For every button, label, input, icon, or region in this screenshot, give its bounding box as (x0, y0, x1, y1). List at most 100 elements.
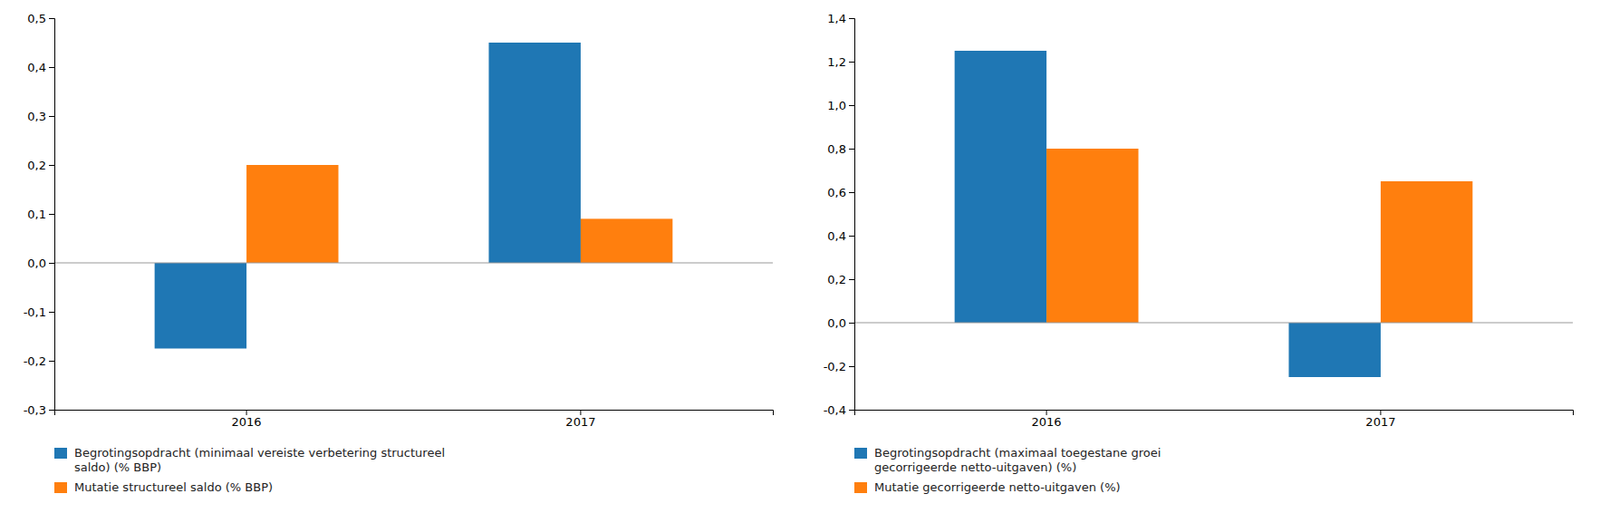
legend-swatch (854, 447, 868, 459)
bar (1288, 322, 1380, 377)
y-tick-label: 0,8 (827, 142, 847, 156)
x-tick: 2016 (231, 409, 262, 429)
y-tick-label: 0,2 (827, 272, 847, 287)
x-tick: 2017 (565, 409, 596, 429)
y-tick: -0,2 (23, 354, 55, 368)
legend-swatch (54, 481, 68, 493)
y-tick-mark (848, 18, 855, 20)
y-tick: 0,5 (27, 11, 55, 26)
x-axis-line (855, 410, 1574, 416)
legend: Begrotingsopdracht (maximaal toegestane … (854, 445, 1161, 494)
y-tick: 0,3 (27, 109, 55, 124)
y-tick-label: 1,4 (827, 11, 847, 26)
y-tick-mark (48, 409, 55, 411)
y-tick-label: -0,2 (823, 359, 847, 374)
y-tick-label: 0,6 (827, 185, 847, 200)
y-tick-label: 1,2 (827, 55, 847, 69)
x-tick-mark (579, 409, 581, 415)
y-tick: 0,6 (827, 185, 855, 200)
y-tick: -0,3 (23, 403, 55, 417)
y-tick-mark (848, 322, 855, 324)
y-tick: 0,2 (27, 158, 55, 173)
y-tick: -0,2 (823, 359, 855, 374)
bar (954, 50, 1047, 323)
x-tick-mark (1046, 409, 1048, 415)
legend: Begrotingsopdracht (minimaal vereiste ve… (54, 445, 445, 494)
bar (488, 42, 580, 263)
bar (1046, 148, 1138, 323)
x-tick-label: 2016 (1031, 414, 1062, 429)
legend-item: Mutatie gecorrigeerde netto-uitgaven (%) (854, 480, 1121, 494)
legend-swatch (854, 481, 868, 493)
y-tick-mark (48, 67, 55, 68)
y-axis: -0,4 -0,2 0,0 0,2 0,4 0,6 0,8 1,0 1,2 1,4 (823, 11, 856, 417)
y-tick-label: 0,0 (827, 316, 847, 330)
bar (246, 164, 338, 263)
legend-label: Mutatie structureel saldo (% BBP) (74, 480, 273, 494)
legend-label-line: Mutatie structureel saldo (% BBP) (74, 480, 273, 494)
y-tick: 0,0 (27, 256, 55, 270)
legend-label: Begrotingsopdracht (minimaal vereiste ve… (74, 445, 445, 474)
bar (1380, 181, 1473, 323)
y-tick-mark (848, 192, 855, 193)
zero-line (54, 262, 773, 264)
y-tick: -0,1 (23, 305, 55, 319)
y-tick-mark (848, 279, 855, 280)
legend-label-line: Begrotingsopdracht (minimaal vereiste ve… (74, 445, 445, 460)
x-tick-label: 2017 (1365, 414, 1396, 429)
y-tick: 0,8 (827, 142, 855, 156)
y-tick-mark (848, 105, 855, 107)
y-tick: 1,0 (827, 98, 855, 113)
y-tick-mark (848, 366, 855, 367)
y-tick-mark (848, 61, 855, 63)
bar (154, 262, 247, 349)
y-tick: 0,2 (827, 272, 855, 287)
y-tick: 0,4 (827, 229, 855, 243)
x-tick: 2016 (1031, 409, 1062, 429)
y-tick-mark (48, 262, 55, 264)
legend-label-line: gecorrigeerde netto-uitgaven) (%) (874, 460, 1077, 474)
y-tick-label: -0,4 (823, 403, 847, 417)
y-tick-label: -0,1 (23, 305, 47, 319)
y-tick-label: 1,0 (827, 98, 847, 113)
legend-label-line: saldo) (% BBP) (74, 460, 162, 474)
y-tick: 0,1 (27, 207, 55, 222)
bars (954, 50, 1474, 377)
x-tick-mark (246, 409, 248, 415)
y-tick-mark (48, 360, 55, 362)
y-axis-line (848, 19, 856, 411)
y-tick-label: 0,5 (27, 11, 47, 26)
legend-label: Mutatie gecorrigeerde netto-uitgaven (%) (874, 480, 1121, 494)
legend-swatch (54, 447, 68, 459)
y-tick-label: 0,4 (27, 60, 47, 75)
y-tick-mark (48, 164, 55, 166)
y-tick: 1,4 (827, 11, 855, 26)
legend-item: Mutatie structureel saldo (% BBP) (54, 480, 273, 494)
y-tick: 0,4 (27, 60, 55, 75)
legend-label-line: Mutatie gecorrigeerde netto-uitgaven (%) (874, 480, 1121, 494)
panel: -0,4 -0,2 0,0 0,2 0,4 0,6 0,8 1,0 1,2 1,4 2016 2017… (823, 11, 1574, 494)
y-tick-mark (48, 311, 55, 313)
panel: -0,3 -0,2 -0,1 0,0 0,1 0,2 0,3 0,4 0,5 2016 2017 Be… (23, 11, 774, 494)
y-tick-label: -0,2 (23, 354, 47, 368)
legend-item: Begrotingsopdracht (minimaal vereiste ve… (54, 445, 445, 474)
y-tick-mark (848, 148, 855, 150)
y-tick-mark (48, 18, 55, 20)
x-tick-label: 2017 (565, 414, 596, 429)
y-tick: 0,0 (827, 316, 855, 330)
y-axis: -0,3 -0,2 -0,1 0,0 0,1 0,2 0,3 0,4 0,5 (23, 11, 56, 417)
x-axis: 2016 2017 (855, 409, 1574, 429)
x-tick-mark (1379, 409, 1381, 415)
y-tick-label: 0,4 (827, 229, 847, 243)
y-tick-mark (48, 115, 55, 117)
y-tick-label: -0,3 (23, 403, 47, 417)
zero-line (854, 322, 1573, 324)
y-tick-label: 0,1 (27, 207, 47, 222)
y-tick: 1,2 (827, 55, 855, 69)
bar (580, 218, 673, 263)
x-axis: 2016 2017 (55, 409, 774, 429)
legend-item: Begrotingsopdracht (maximaal toegestane … (854, 445, 1161, 474)
y-tick-label: 0,0 (27, 256, 47, 270)
legend-label: Begrotingsopdracht (maximaal toegestane … (874, 445, 1161, 474)
x-tick: 2017 (1365, 409, 1396, 429)
